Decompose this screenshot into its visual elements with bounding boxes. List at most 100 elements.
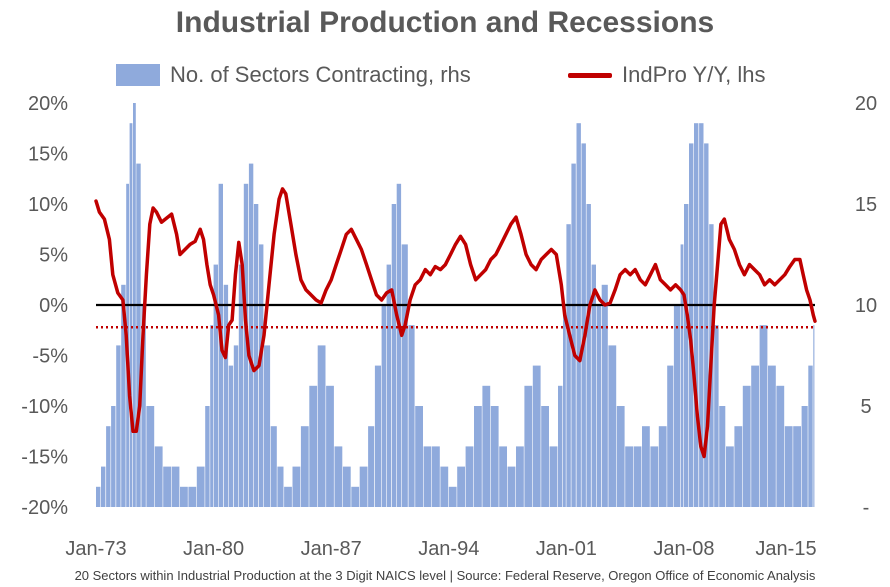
sector-bar: [386, 264, 391, 507]
sector-bar: [248, 163, 254, 507]
sector-bar: [292, 466, 301, 507]
sector-bar: [228, 365, 234, 507]
sector-bar: [423, 446, 432, 507]
x-axis: Jan-73 Jan-80 Jan-87 Jan-94 Jan-01 Jan-08 Jan-…: [65, 538, 816, 560]
sector-bar: [673, 305, 680, 507]
sector-bar: [259, 244, 264, 507]
sector-bar: [694, 123, 699, 507]
sector-bar: [633, 446, 642, 507]
sector-bar: [499, 446, 507, 507]
sector-bar: [116, 345, 121, 507]
sector-bar: [359, 466, 368, 507]
sector-bar: [129, 123, 133, 507]
sector-bar: [396, 183, 402, 508]
sector-bar: [253, 204, 259, 507]
sector-bar: [368, 426, 375, 507]
sector-bar: [541, 406, 549, 507]
sector-bar: [680, 244, 684, 507]
sector-bar: [699, 123, 704, 507]
sector-bar: [616, 406, 625, 507]
sector-bar: [625, 446, 633, 507]
legend-item-sectors: No. of Sectors Contracting, rhs: [116, 58, 471, 92]
sector-bar: [601, 284, 608, 507]
sector-bar: [309, 385, 318, 507]
sector-bar: [101, 466, 106, 507]
sector-bar: [808, 365, 813, 507]
sector-bar: [591, 264, 596, 507]
sector-bar: [213, 264, 218, 507]
sector-bar: [146, 406, 155, 507]
sector-bar: [326, 385, 334, 507]
x-axis-tick-label: Jan-15: [755, 538, 816, 560]
sector-bar: [742, 385, 751, 507]
sector-bar: [689, 143, 694, 507]
sector-bar: [243, 183, 249, 508]
right-axis-tick-label: 10: [855, 295, 877, 317]
sector-bar: [205, 406, 210, 507]
sector-bar: [642, 426, 650, 507]
sector-bar: [704, 143, 709, 507]
source-footnote: 20 Sectors within Industrial Production …: [74, 568, 816, 583]
sector-bar: [482, 385, 491, 507]
sector-bar: [415, 406, 423, 507]
left-axis-tick-label: -15%: [21, 447, 68, 469]
sector-bar: [317, 345, 326, 507]
x-axis-tick-label: Jan-73: [65, 538, 126, 560]
x-axis-tick-label: Jan-87: [301, 538, 362, 560]
left-axis-tick-label: -20%: [21, 497, 68, 519]
sector-bar: [106, 426, 111, 507]
sector-bar: [784, 426, 793, 507]
sector-bar: [558, 385, 563, 507]
sector-bar: [270, 426, 277, 507]
sector-bar: [507, 466, 516, 507]
sector-bar: [264, 345, 271, 507]
sector-bar: [391, 204, 397, 507]
sector-bar: [351, 486, 360, 507]
sector-bar: [516, 446, 524, 507]
sector-bar: [154, 446, 163, 507]
chart-legend: No. of Sectors Contracting, rhs IndPro Y…: [0, 58, 890, 92]
sector-bar: [490, 406, 499, 507]
sector-bar: [813, 325, 815, 507]
sector-bar: [566, 224, 571, 507]
sector-bar: [776, 385, 785, 507]
sector-bar: [457, 466, 465, 507]
sector-bar: [440, 466, 449, 507]
x-axis-tick-label: Jan-80: [183, 538, 244, 560]
sector-bar: [408, 325, 415, 507]
right-axis-tick-label: 5: [860, 396, 871, 418]
sector-bar: [474, 406, 482, 507]
sector-bar: [465, 446, 474, 507]
chart-plot: 20% 15% 10% 5% 0% -5% -10% -15% -20% 20 15 10 5 - Ja…: [21, 93, 877, 560]
left-axis-tick-label: 10%: [28, 194, 68, 216]
sector-bar: [759, 325, 768, 507]
left-axis-tick-label: 0%: [39, 295, 68, 317]
x-axis-tick-label: Jan-94: [418, 538, 479, 560]
sector-bar: [793, 426, 801, 507]
x-axis-tick-label: Jan-01: [536, 538, 597, 560]
left-axis-tick-label: -5%: [32, 346, 68, 368]
right-axis-tick-label: -: [863, 497, 870, 519]
sector-bar: [448, 486, 457, 507]
sector-bar: [549, 446, 558, 507]
sector-bar: [576, 123, 581, 507]
sector-bar: [714, 325, 719, 507]
sector-bar: [171, 466, 180, 507]
sector-bar: [223, 284, 229, 507]
sector-bar: [334, 446, 343, 507]
legend-label-indpro: IndPro Y/Y, lhs: [622, 62, 766, 87]
sector-bar: [650, 446, 659, 507]
left-axis-tick-label: 20%: [28, 93, 68, 115]
sector-bar: [684, 204, 689, 507]
indpro-line: [94, 187, 817, 459]
sector-bar: [233, 345, 239, 507]
sector-bar: [719, 406, 726, 507]
x-axis-tick-label: Jan-08: [653, 538, 714, 560]
sector-bar: [136, 163, 141, 507]
indpro-line-series: [94, 187, 817, 459]
right-axis: 20 15 10 5 -: [855, 93, 877, 519]
right-axis-tick-label: 20: [855, 93, 877, 115]
sector-bar: [801, 406, 808, 507]
sector-bar: [563, 305, 566, 507]
sector-bar: [726, 446, 734, 507]
